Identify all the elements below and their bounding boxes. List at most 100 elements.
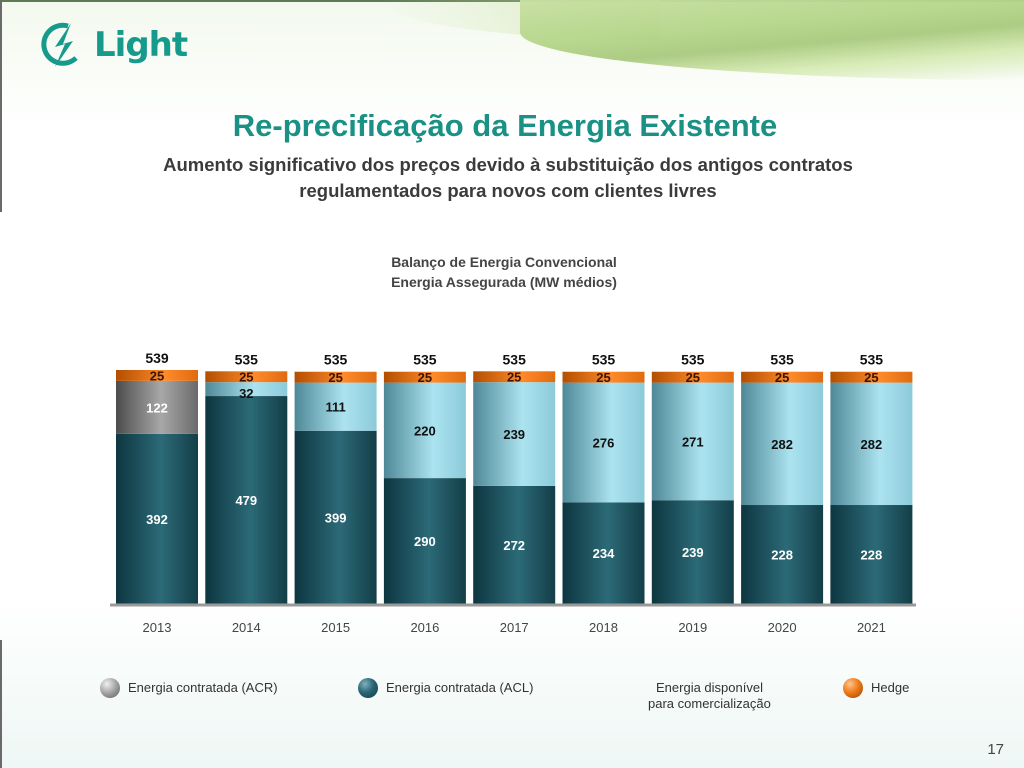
- total-label-2020: 535: [770, 352, 794, 368]
- data-label-disponivel-2021: 282: [861, 437, 883, 452]
- left-border-bottom: [0, 640, 2, 768]
- x-tick-label-2013: 2013: [143, 620, 172, 635]
- page-number: 17: [987, 741, 1004, 758]
- x-tick-label-2021: 2021: [857, 620, 886, 635]
- total-label-2018: 535: [592, 352, 616, 368]
- total-label-2017: 535: [503, 351, 527, 367]
- legend-label-acr: Energia contratada (ACR): [128, 680, 278, 695]
- total-label-2013: 539: [145, 350, 169, 366]
- data-label-acl-2021: 228: [861, 548, 883, 563]
- bar-segment-acl-2018: [562, 502, 645, 604]
- stacked-bar-chart: 3921222553947932255353991112553529022025…: [110, 350, 916, 635]
- data-label-acl-2014: 479: [235, 493, 257, 508]
- legend-item-acr: Energia contratada (ACR): [100, 678, 278, 698]
- bar-segment-hedge-2019: [651, 371, 734, 383]
- bar-segment-disponivel-2018: [562, 382, 645, 503]
- chart-title-block: Balanço de Energia Convencional Energia …: [0, 252, 1008, 292]
- legend-item-disponivel: Energia disponível para comercialização: [628, 680, 771, 712]
- x-tick-label-2018: 2018: [589, 620, 618, 635]
- bar-segment-hedge-2016: [383, 371, 466, 383]
- x-tick-label-2019: 2019: [678, 620, 707, 635]
- data-label-acl-2015: 399: [325, 510, 347, 525]
- bar-segment-acl-2019: [651, 500, 734, 604]
- total-label-2019: 535: [681, 352, 705, 368]
- bar-segment-hedge-2013: [116, 370, 198, 381]
- total-label-2015: 535: [324, 352, 348, 368]
- bar-segment-disponivel-2015: [294, 382, 377, 431]
- data-label-hedge-2021: 25: [864, 370, 878, 385]
- subtitle-line-1: Aumento significativo dos preços devido …: [163, 154, 853, 175]
- bar-segment-disponivel-2014: [205, 382, 288, 397]
- legend-label-disponivel: Energia disponível para comercialização: [648, 680, 771, 711]
- bar-segment-hedge-2020: [741, 371, 824, 383]
- x-axis-labels: 2013 2014 2015 2016 2017 2018 2019 2020 2021: [143, 620, 886, 635]
- bar-segment-disponivel-2021: [830, 382, 913, 506]
- legend-marker-disponivel: [628, 678, 648, 698]
- bar-segment-acl-2013: [116, 433, 198, 604]
- data-label-disponivel-2015: 111: [325, 400, 345, 415]
- chart-subtitle: Energia Assegurada (MW médios): [391, 274, 617, 290]
- slide-title: Re-precificação da Energia Existente: [232, 108, 778, 143]
- bar-segment-hedge-2014: [205, 371, 288, 383]
- bar-segment-disponivel-2020: [741, 382, 824, 506]
- data-label-hedge-2016: 25: [418, 370, 432, 385]
- legend-item-acl: Energia contratada (ACL): [358, 678, 534, 698]
- logo-text: Light: [94, 25, 188, 65]
- data-label-acl-2019: 239: [682, 545, 704, 560]
- data-label-hedge-2020: 25: [775, 370, 789, 385]
- data-label-acr-2013: 122: [146, 400, 168, 415]
- bar-segment-disponivel-2019: [651, 382, 734, 501]
- total-label-2014: 535: [235, 351, 259, 367]
- bar-segment-acl-2014: [205, 396, 288, 604]
- bars-group: 3921222553947932255353991112553529022025…: [116, 350, 913, 604]
- data-label-disponivel-2019: 271: [682, 434, 704, 449]
- bar-segment-hedge-2015: [294, 371, 377, 383]
- bar-segment-acl-2021: [830, 505, 913, 604]
- subtitle-line-2: regulamentados para novos com clientes l…: [299, 180, 717, 201]
- lightning-bolt-icon: [41, 22, 78, 67]
- data-label-hedge-2014: 25: [239, 370, 253, 385]
- bar-segment-acl-2017: [473, 485, 556, 604]
- data-label-disponivel-2014: 32: [239, 386, 253, 401]
- slide-subtitle: Aumento significativo dos preços devido …: [0, 152, 1016, 204]
- data-label-disponivel-2016: 220: [414, 423, 436, 438]
- total-label-2021: 535: [860, 352, 884, 368]
- data-label-acl-2020: 228: [771, 548, 793, 563]
- x-tick-label-2015: 2015: [321, 620, 350, 635]
- bar-segment-disponivel-2017: [473, 382, 556, 486]
- data-label-disponivel-2017: 239: [503, 427, 525, 442]
- legend-label-acl: Energia contratada (ACL): [386, 680, 534, 695]
- total-label-2016: 535: [413, 352, 437, 368]
- legend-marker-acl: [358, 678, 378, 698]
- data-label-acl-2016: 290: [414, 534, 436, 549]
- legend-marker-acr: [100, 678, 120, 698]
- bar-segment-acr-2013: [116, 380, 198, 434]
- data-label-acl-2013: 392: [146, 512, 168, 527]
- x-tick-label-2017: 2017: [500, 620, 529, 635]
- bar-segment-acl-2020: [741, 505, 824, 604]
- legend-item-hedge: Hedge: [843, 678, 910, 698]
- legend-marker-hedge: [843, 678, 863, 698]
- data-label-hedge-2019: 25: [686, 370, 700, 385]
- x-tick-label-2020: 2020: [768, 620, 797, 635]
- bar-segment-acl-2016: [383, 478, 466, 604]
- bar-segment-hedge-2018: [562, 371, 645, 383]
- bar-segment-disponivel-2016: [383, 382, 466, 479]
- bar-segment-hedge-2017: [473, 371, 556, 383]
- left-border-top: [0, 0, 2, 212]
- x-tick-label-2016: 2016: [410, 620, 439, 635]
- data-label-hedge-2018: 25: [596, 370, 610, 385]
- bar-segment-hedge-2021: [830, 371, 913, 383]
- data-label-acl-2018: 234: [593, 546, 615, 561]
- x-tick-label-2014: 2014: [232, 620, 261, 635]
- bar-segment-acl-2015: [294, 430, 377, 604]
- data-label-hedge-2017: 25: [507, 370, 521, 385]
- data-label-disponivel-2020: 282: [771, 437, 793, 452]
- data-label-hedge-2013: 25: [150, 368, 164, 383]
- data-label-acl-2017: 272: [503, 538, 525, 553]
- data-label-disponivel-2018: 276: [593, 436, 615, 451]
- chart-title: Balanço de Energia Convencional: [391, 254, 617, 270]
- data-label-hedge-2015: 25: [328, 370, 342, 385]
- light-logo: Light: [38, 20, 188, 70]
- legend-label-hedge: Hedge: [871, 680, 910, 695]
